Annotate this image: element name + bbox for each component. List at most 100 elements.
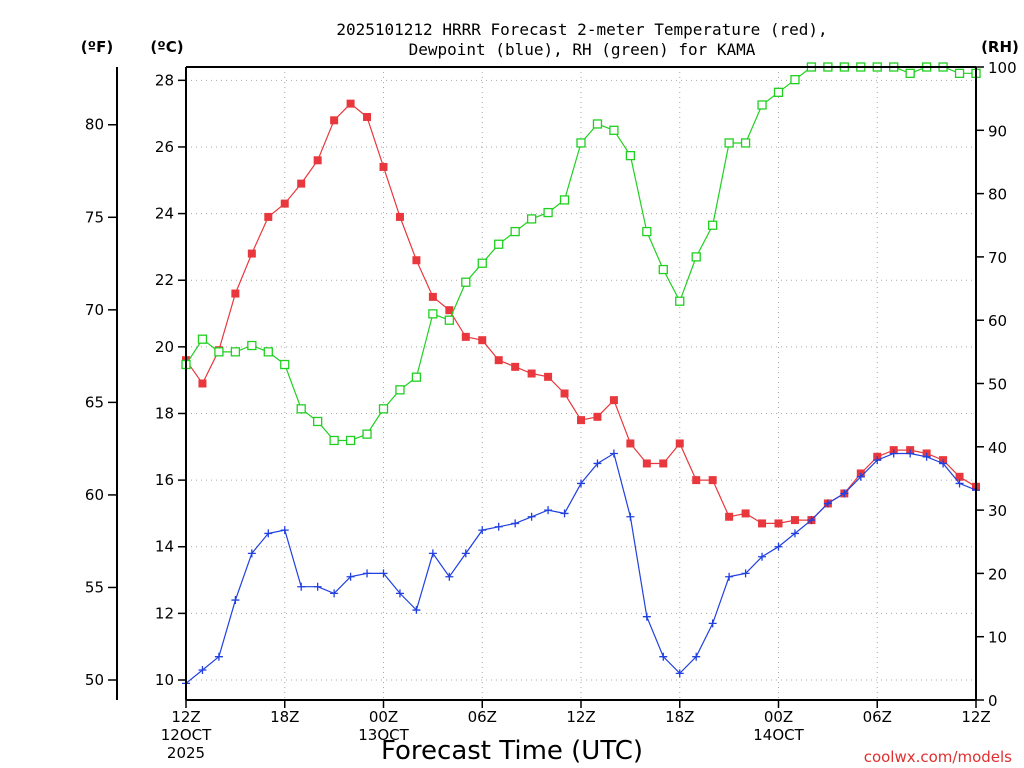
dewpoint-point: [873, 456, 882, 465]
dewpoint-point: [560, 509, 569, 518]
axes: [108, 66, 984, 708]
credit-text: coolwx.com/models: [864, 748, 1012, 766]
temperature-point: [231, 289, 240, 298]
dewpoint-point: [823, 499, 832, 508]
rh-point: [345, 435, 356, 446]
temperature-point: [774, 519, 783, 528]
temperature-point: [412, 256, 421, 265]
temperature-point: [642, 459, 651, 468]
rh-point: [954, 68, 965, 78]
fahrenheit-tick-label: 60: [85, 486, 104, 504]
rh-point: [773, 87, 784, 97]
x-tick-label: 00Z: [369, 708, 398, 726]
dewpoint-point: [840, 489, 849, 498]
dewpoint-point: [955, 479, 964, 488]
x-tick-label: 18Z: [270, 708, 299, 726]
x-tick-date-label: 12OCT: [161, 726, 212, 744]
dewpoint-point: [395, 589, 404, 598]
dewpoint-point: [280, 526, 289, 535]
celsius-tick-label: 10: [155, 671, 174, 689]
rh-tick-label: 30: [988, 502, 1007, 520]
x-tick-label: 12Z: [961, 708, 990, 726]
temperature-point: [297, 179, 306, 188]
celsius-tick-label: 26: [155, 138, 174, 156]
rh-point: [675, 296, 685, 306]
temperature-series: [182, 99, 980, 528]
temperature-point: [708, 476, 717, 485]
x-axis-title: Forecast Time (UTC): [381, 736, 643, 766]
dewpoint-point: [741, 569, 750, 578]
rh-point: [592, 119, 603, 129]
dewpoint-point: [511, 519, 520, 528]
x-tick-label: 06Z: [468, 708, 497, 726]
rh-point: [395, 385, 405, 395]
rh-point: [526, 214, 537, 224]
series-layer: [181, 62, 981, 688]
rh-tick-label: 90: [988, 122, 1007, 140]
chart-title-line-2: Dewpoint (blue), RH (green) for KAMA: [409, 40, 756, 59]
temperature-line: [185, 102, 977, 525]
temperature-point: [725, 512, 734, 521]
rh-tick-label: 20: [988, 565, 1007, 583]
dewpoint-point: [790, 529, 799, 538]
fahrenheit-tick-label: 65: [85, 393, 104, 411]
dewpoint-point: [363, 569, 372, 578]
dewpoint-point: [609, 449, 618, 458]
dewpoint-point: [494, 522, 503, 531]
temperature-point: [198, 379, 207, 388]
dewpoint-point: [906, 449, 915, 458]
rh-point: [461, 277, 471, 287]
rh-point: [543, 207, 553, 218]
dewpoint-point: [264, 529, 273, 538]
temperature-point: [609, 396, 618, 405]
x-tick-year-label: 2025: [167, 744, 205, 762]
rh-point: [625, 150, 636, 161]
dewpoint-point: [198, 666, 207, 675]
rh-tick-label: 0: [988, 692, 998, 710]
temperature-point: [280, 199, 289, 208]
rh-point: [724, 138, 734, 148]
dewpoint-point: [330, 589, 339, 598]
dewpoint-point: [478, 526, 487, 535]
rh-point: [576, 138, 586, 148]
dewpoint-point: [675, 669, 684, 678]
celsius-tick-label: 12: [155, 604, 174, 622]
dewpoint-point: [247, 549, 256, 558]
rh-point: [362, 429, 372, 439]
x-tick-label: 12Z: [171, 708, 200, 726]
fahrenheit-tick-label: 80: [85, 116, 104, 134]
rh-point: [790, 75, 800, 85]
chart-title-line-1: 2025101212 HRRR Forecast 2-meter Tempera…: [336, 20, 827, 39]
temperature-point: [428, 292, 437, 301]
rh-point: [197, 334, 208, 344]
rh-point: [263, 347, 273, 357]
temperature-point: [445, 306, 454, 315]
temperature-point: [494, 356, 503, 365]
temperature-point: [577, 416, 585, 425]
x-tick-label: 00Z: [764, 708, 793, 726]
dewpoint-point: [659, 652, 668, 661]
temperature-point: [478, 336, 487, 345]
celsius-tick-label: 24: [155, 205, 174, 223]
temperature-point: [593, 412, 602, 421]
temperature-point: [379, 162, 388, 171]
dewpoint-point: [725, 572, 734, 581]
dewpoint-point: [527, 512, 536, 521]
dewpoint-point: [593, 459, 602, 468]
dewpoint-point: [346, 572, 355, 581]
dewpoint-point: [774, 542, 783, 551]
rh-tick-label: 50: [988, 376, 1007, 394]
temperature-point: [544, 372, 553, 381]
celsius-unit-label: (ºC): [150, 38, 183, 56]
dewpoint-point: [231, 596, 240, 605]
rh-line: [185, 66, 976, 442]
dewpoint-point: [428, 549, 437, 558]
x-tick-label: 12Z: [566, 708, 595, 726]
rh-point: [477, 258, 487, 268]
celsius-tick-label: 20: [155, 338, 174, 356]
rh-tick-label: 60: [988, 312, 1007, 330]
temperature-point: [346, 99, 355, 108]
temperature-point: [247, 249, 256, 258]
celsius-tick-label: 18: [155, 404, 174, 422]
